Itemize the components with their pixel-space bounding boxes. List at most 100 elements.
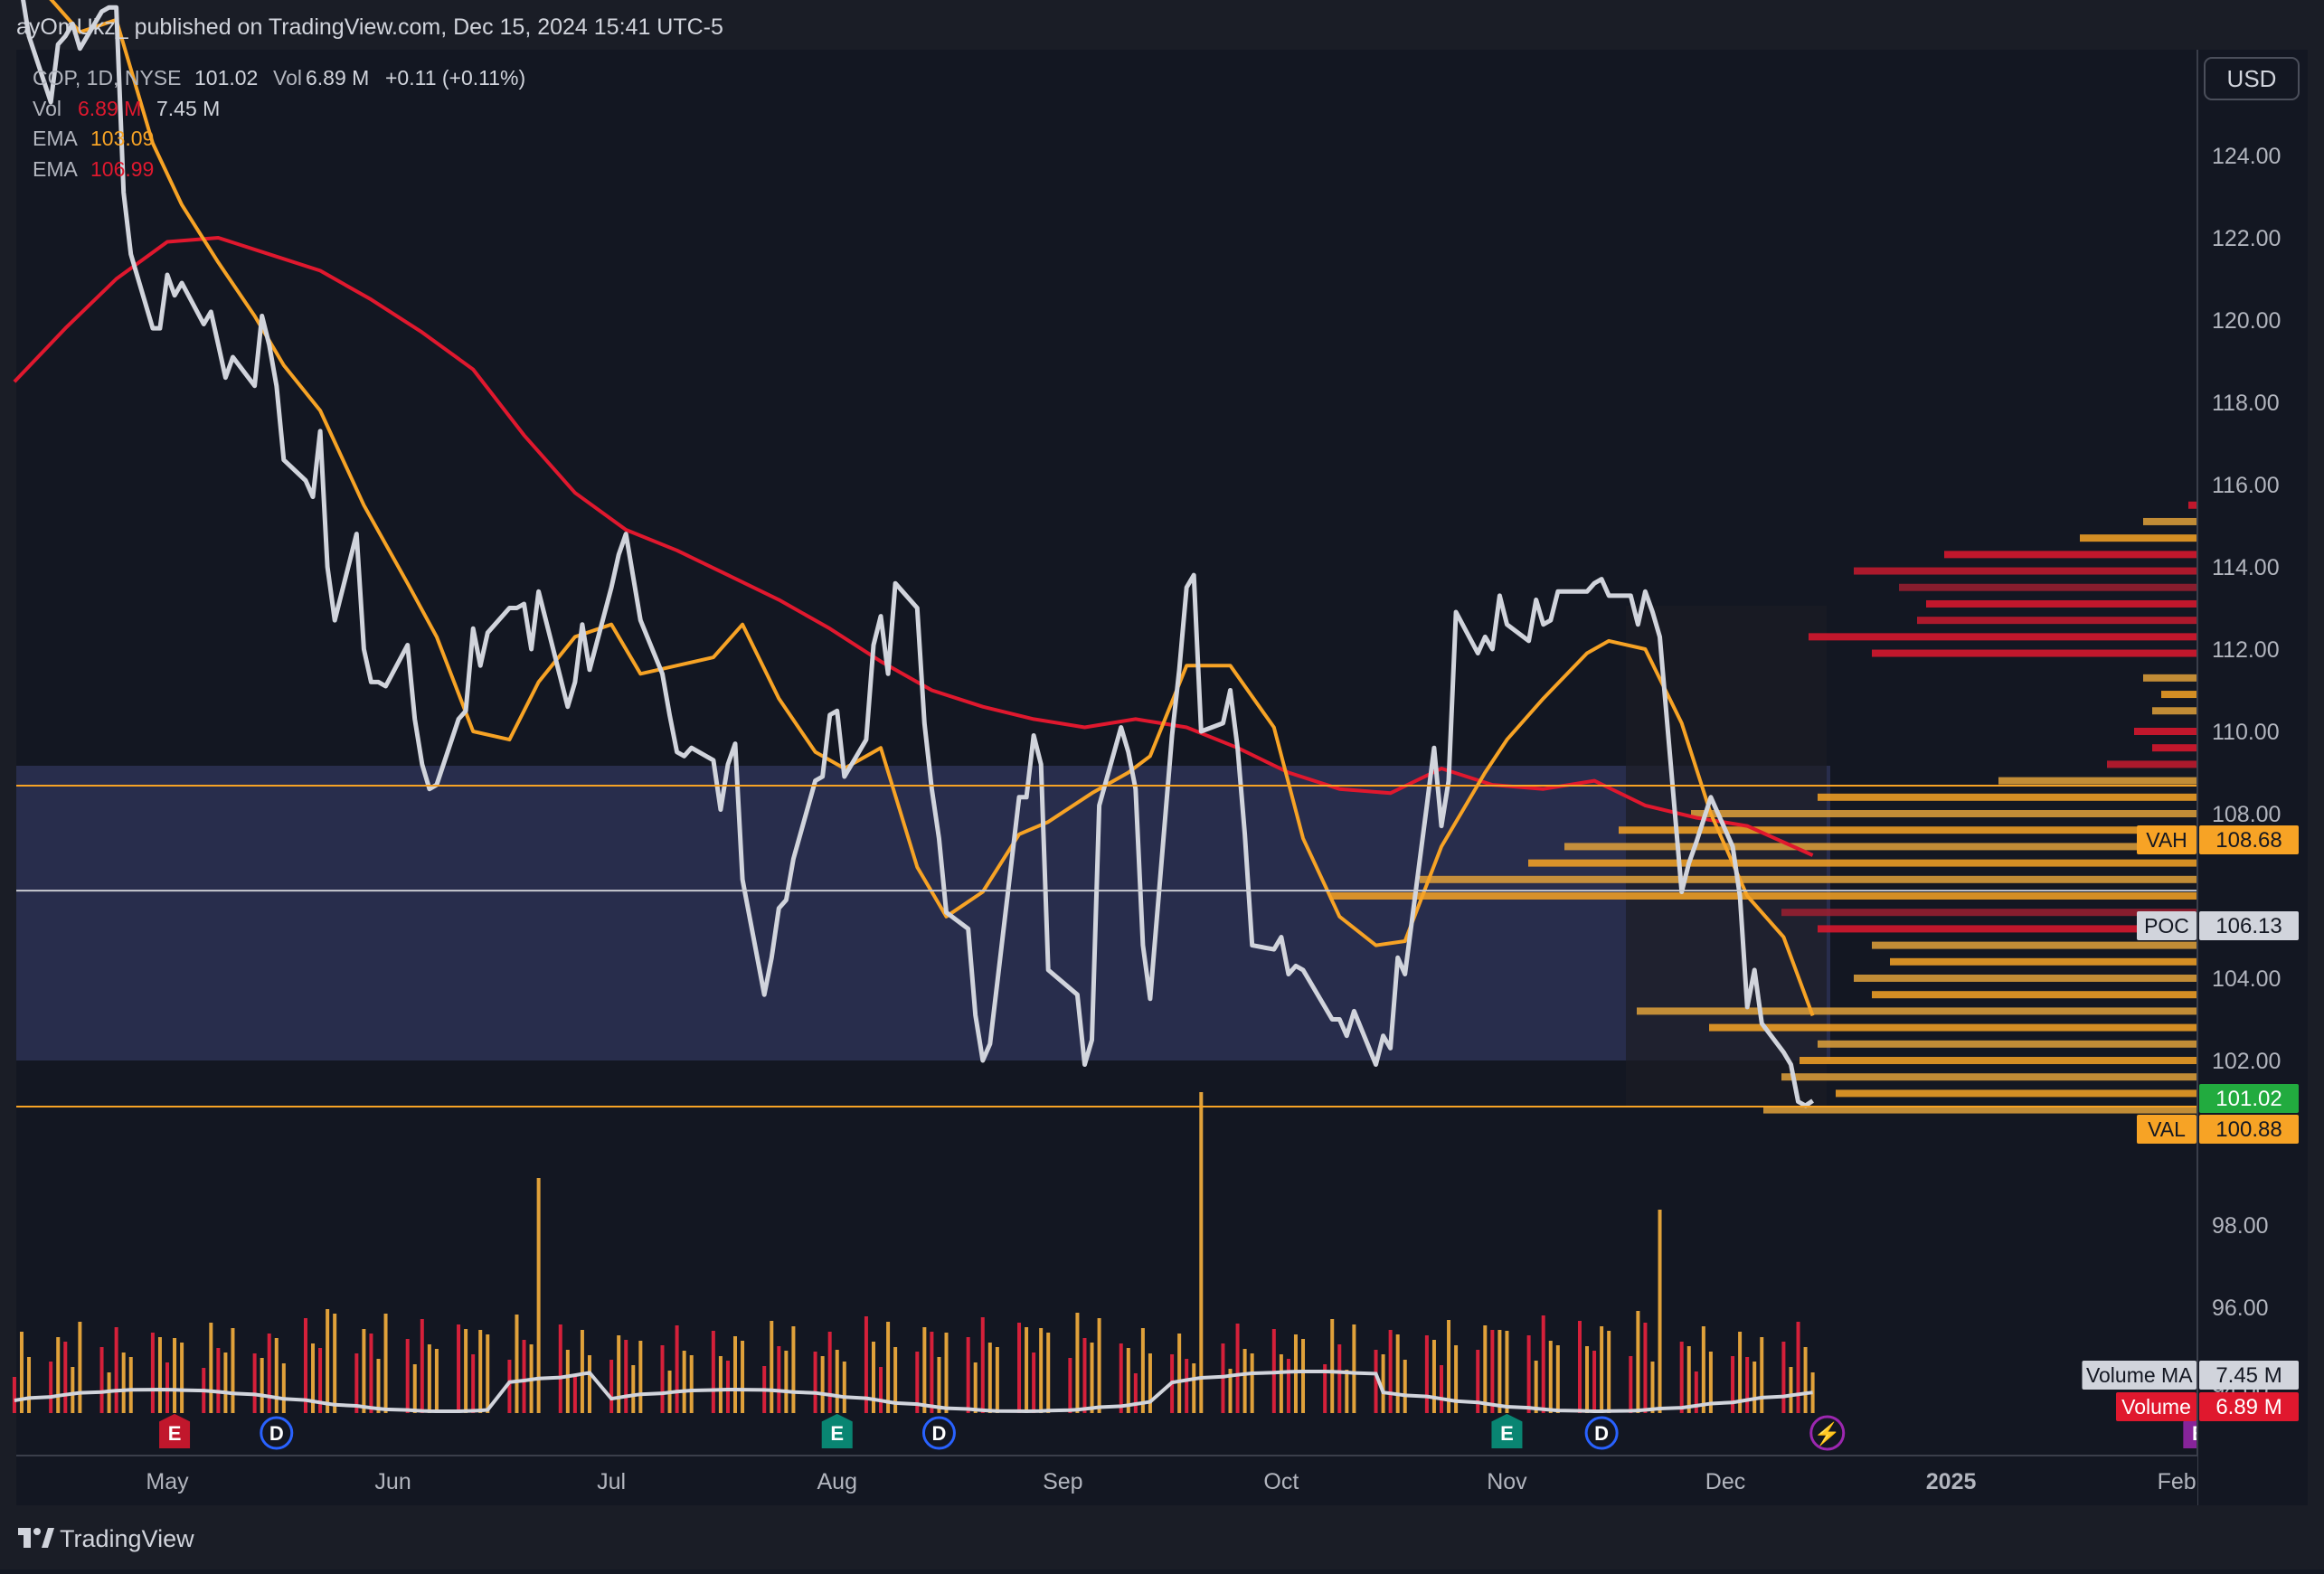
dividend-marker[interactable]: D xyxy=(260,1416,294,1450)
svg-text:106.13: 106.13 xyxy=(2215,914,2281,938)
volume-bar xyxy=(1148,1353,1152,1413)
volume-bar xyxy=(835,1350,839,1413)
volume-bar xyxy=(260,1358,264,1413)
volume-bar xyxy=(1629,1356,1633,1413)
profile-row xyxy=(1854,975,2197,982)
profile-row xyxy=(2080,534,2197,542)
profile-row xyxy=(1926,599,2197,608)
legend-ema2-value: 106.99 xyxy=(90,157,154,181)
series-line-0[interactable] xyxy=(14,0,1814,1108)
volume-bar xyxy=(558,1324,562,1413)
volume-bar xyxy=(791,1326,796,1413)
svg-text:E: E xyxy=(1500,1422,1514,1445)
currency-button[interactable] xyxy=(2204,57,2300,100)
volume-bar xyxy=(412,1364,417,1413)
volume-bar xyxy=(1286,1359,1290,1413)
split-marker-icon[interactable]: ⚡ xyxy=(1809,1415,1846,1451)
volume-bar xyxy=(1600,1326,1604,1413)
price-axis[interactable] xyxy=(2197,50,2308,1505)
volume-bar xyxy=(19,1332,24,1413)
volume-bar xyxy=(770,1321,774,1413)
volume-profile xyxy=(1329,501,2197,1114)
value-area-box xyxy=(16,766,1830,1060)
volume-bar xyxy=(427,1344,431,1413)
volume-bar xyxy=(842,1362,846,1413)
volume-bar xyxy=(565,1350,570,1413)
legend-vol-row-label[interactable]: Vol xyxy=(33,97,61,120)
volume-bar xyxy=(434,1349,439,1413)
profile-row xyxy=(1998,777,2197,785)
legend-ema1-label[interactable]: EMA xyxy=(33,127,79,150)
earnings-marker[interactable]: E xyxy=(1491,1413,1523,1448)
volume-bar xyxy=(333,1314,337,1413)
earnings-marker[interactable]: E xyxy=(821,1413,853,1448)
profile-row xyxy=(2152,707,2197,715)
profile-row xyxy=(1818,793,2197,801)
profile-row xyxy=(2107,760,2197,768)
volume-bar xyxy=(1097,1318,1101,1413)
volume-bar xyxy=(813,1352,817,1413)
volume-bar xyxy=(864,1316,868,1413)
legend-symbol[interactable]: COP, 1D, NYSE xyxy=(33,66,181,90)
profile-row xyxy=(1854,567,2197,575)
svg-text:D: D xyxy=(1594,1422,1609,1445)
legend-ema2-label[interactable]: EMA xyxy=(33,157,79,181)
volume-bar xyxy=(1075,1313,1080,1413)
dividend-marker[interactable]: D xyxy=(921,1416,956,1450)
legend[interactable]: COP, 1D, NYSE 101.02 Vol 6.89 M +0.11 (+… xyxy=(33,66,525,181)
volume-ma-line xyxy=(14,1370,1813,1414)
volume-bar xyxy=(871,1342,875,1413)
volume-bar xyxy=(1140,1328,1145,1413)
profile-row xyxy=(1899,583,2197,591)
profile-row xyxy=(1691,810,2197,817)
earnings-marker[interactable]: E xyxy=(159,1413,191,1448)
volume-bar xyxy=(1592,1351,1597,1413)
volume-bar xyxy=(1447,1320,1451,1413)
volume-bar xyxy=(987,1343,992,1413)
volume-bar xyxy=(1731,1356,1735,1413)
volume-bar xyxy=(1752,1362,1757,1413)
dividend-marker[interactable]: D xyxy=(1584,1416,1619,1450)
profile-row xyxy=(1917,617,2197,625)
volume-bar xyxy=(1803,1347,1808,1413)
tradingview-logo[interactable]: TradingView xyxy=(18,1525,194,1552)
profile-row xyxy=(1709,1023,2197,1032)
volume-bar xyxy=(252,1353,257,1413)
volume-bar xyxy=(1497,1330,1502,1413)
volume-bar xyxy=(777,1346,781,1413)
volume-bar xyxy=(725,1361,730,1413)
profile-row xyxy=(2143,674,2197,682)
profile-row xyxy=(1944,551,2197,559)
profile-row xyxy=(1800,1057,2197,1064)
volume-bar xyxy=(281,1363,286,1413)
profile-row xyxy=(2152,744,2197,752)
profile-row xyxy=(2134,728,2197,735)
volume-bar xyxy=(1541,1315,1545,1413)
legend-change: +0.11 (+0.11%) xyxy=(385,66,525,90)
volume-bar xyxy=(638,1341,643,1413)
volume-bar xyxy=(1126,1348,1130,1413)
volume-bar xyxy=(1337,1344,1342,1413)
volume-bar xyxy=(1395,1334,1400,1413)
series-line-1[interactable] xyxy=(14,0,1815,1017)
volume-bar xyxy=(1250,1353,1254,1413)
volume-bar xyxy=(1643,1323,1648,1413)
price-axis-label: 128.00 xyxy=(2212,0,2281,5)
profile-row xyxy=(1872,991,2197,999)
volume-bar xyxy=(1490,1330,1495,1413)
price-axis-label: 120.00 xyxy=(2212,308,2281,334)
volume-bar xyxy=(1555,1345,1560,1413)
volume-bar xyxy=(1548,1341,1553,1413)
profile-row xyxy=(1890,957,2197,966)
time-axis[interactable] xyxy=(16,1456,2197,1505)
legend-vol-value: 6.89 M xyxy=(306,66,369,90)
volume-bar xyxy=(1293,1334,1298,1413)
price-axis-label: 110.00 xyxy=(2212,720,2280,745)
volume-bar xyxy=(609,1360,614,1413)
volume-bar xyxy=(1636,1311,1640,1413)
volume-bar xyxy=(1279,1354,1283,1413)
val-tag: VAL 100.88 xyxy=(2137,1115,2299,1144)
price-axis-labels: 130.00128.00126.00124.00122.00120.00118.… xyxy=(2212,0,2281,1403)
